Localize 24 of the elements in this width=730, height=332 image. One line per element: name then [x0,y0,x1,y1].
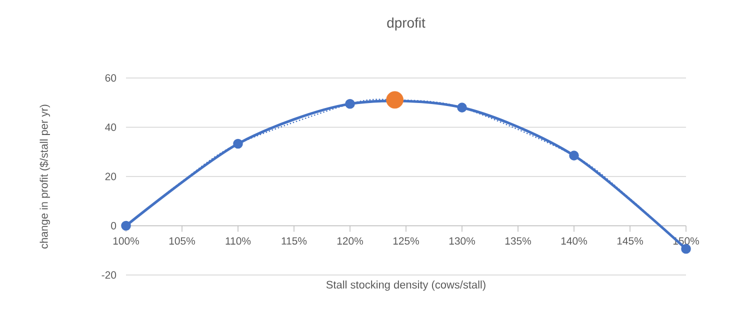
x-tick-label: 125% [393,237,419,245]
point [569,150,579,160]
x-tick-label: 130% [449,237,475,245]
point [233,138,243,149]
x-tick-label: 105% [169,237,195,245]
point [386,91,404,109]
y-tick-label: 0 [111,222,116,230]
chart-title: dprofit [387,18,426,31]
x-tick-label: 145% [617,237,643,245]
point [121,220,131,231]
x-tick-label: 115% [282,237,307,245]
point [457,102,467,112]
y-axis-title: change in profit ($/stall per yr) [40,104,50,249]
x-tick-label: 110% [226,237,251,245]
x-tick-label: 140% [561,237,587,245]
x-tick-label: 135% [505,237,531,245]
y-tick-label: 40 [105,124,116,131]
point [345,98,355,109]
x-tick-label: 100% [113,237,139,245]
x-tick-label: 120% [337,237,363,245]
x-axis-title: Stall stocking density (cows/stall) [326,280,486,291]
y-tick-label: 20 [105,172,116,180]
y-tick-label: -20 [102,271,116,279]
y-tick-label: 60 [105,74,116,82]
